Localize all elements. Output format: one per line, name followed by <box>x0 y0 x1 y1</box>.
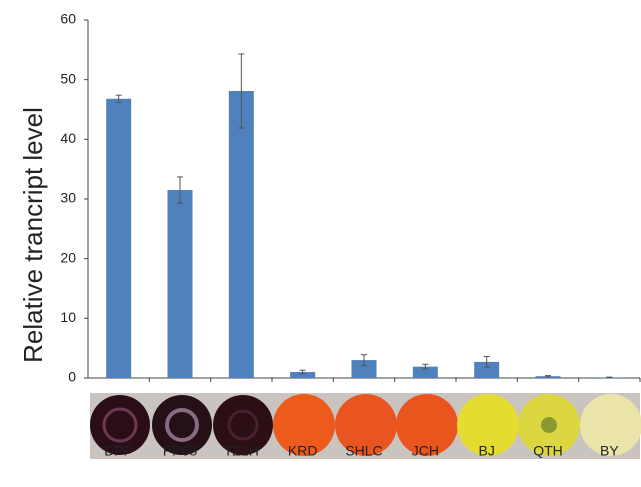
x-tick-label: TZ2H <box>224 443 259 459</box>
y-tick-label: 30 <box>60 190 76 206</box>
x-tick-label: QTH <box>533 443 563 459</box>
slice-core <box>541 417 557 433</box>
error-bar <box>606 377 612 378</box>
bar <box>106 99 131 378</box>
x-tick-label: BY <box>600 443 619 459</box>
y-axis-label: Relative trancript level <box>18 107 48 363</box>
x-tick-label: JCH <box>412 443 439 459</box>
x-tick-label: PP68 <box>163 443 197 459</box>
y-tick-label: 50 <box>60 70 76 86</box>
chart: Relative trancript level 0 10 20 30 40 50 60 DP… <box>0 0 641 487</box>
x-tick-label: KRD <box>288 443 318 459</box>
x-tick-label: DPP <box>104 443 133 459</box>
bar <box>168 190 193 378</box>
y-tick-label: 10 <box>60 309 76 325</box>
y-tick-label: 40 <box>60 130 76 146</box>
x-tick-label: BJ <box>478 443 494 459</box>
x-tick-label: SHLC <box>345 443 382 459</box>
bar <box>229 91 254 378</box>
y-tick-label: 20 <box>60 249 76 265</box>
y-tick-label: 0 <box>68 369 76 385</box>
y-tick-label: 60 <box>60 11 76 27</box>
